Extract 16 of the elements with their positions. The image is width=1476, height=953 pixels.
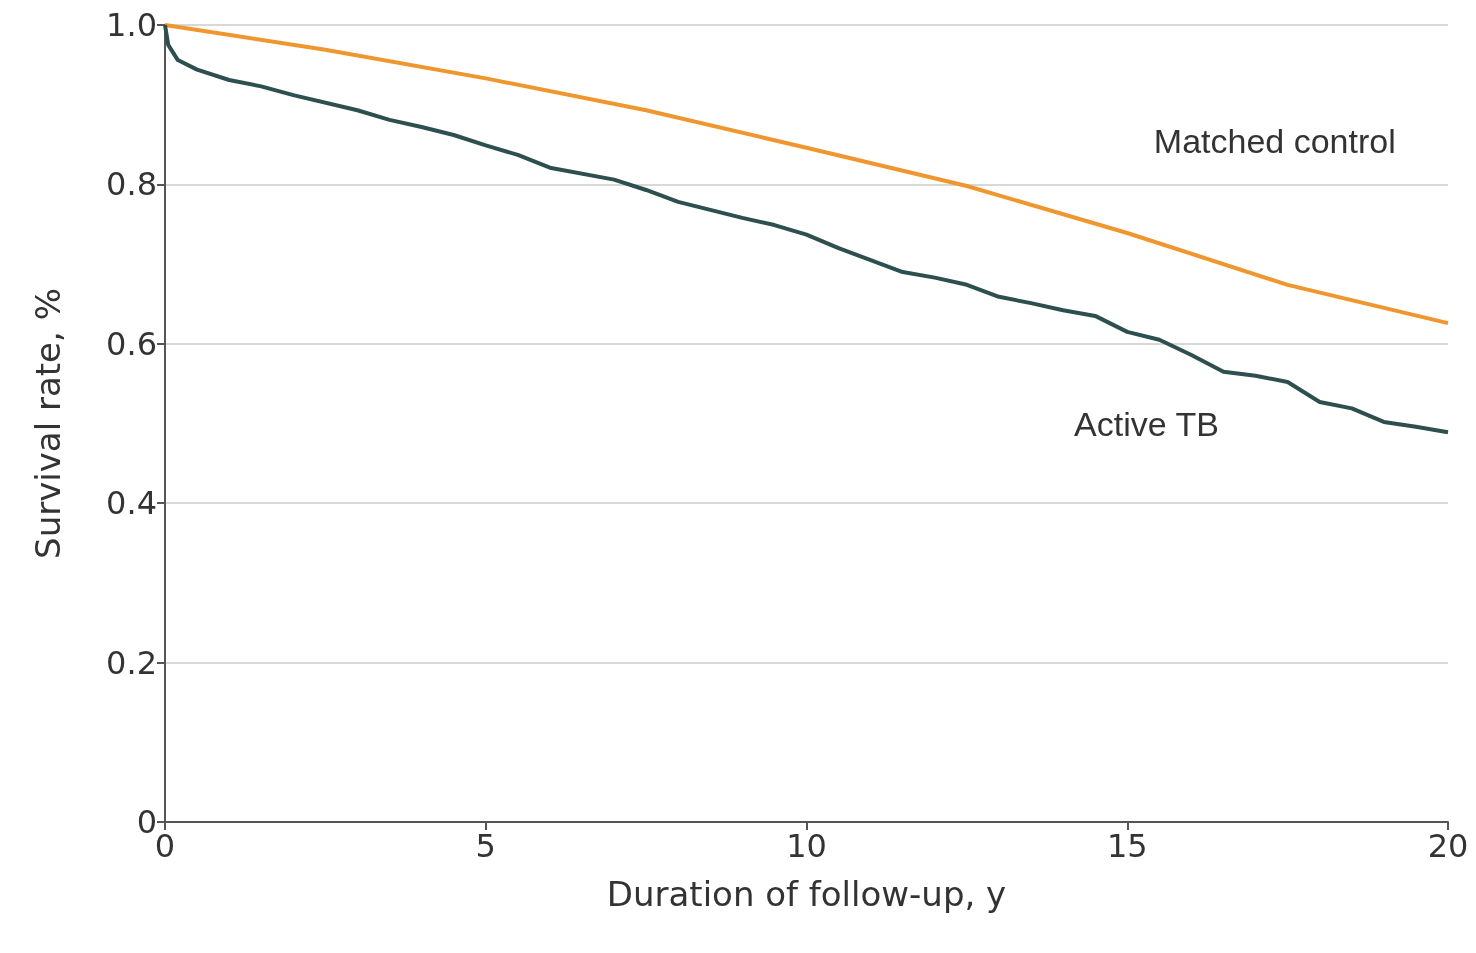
y-tick-label: 0.2 — [106, 643, 157, 682]
x-tick-label: 20 — [1427, 827, 1469, 865]
line-series — [163, 23, 1450, 435]
y-tick-label: 0.6 — [106, 324, 157, 363]
x-tick-label: 10 — [786, 827, 827, 865]
y-tick-label: 1.0 — [106, 6, 157, 44]
series-label: Active TB — [1074, 404, 1219, 443]
y-tick-label: 0.4 — [106, 484, 157, 523]
x-tick-label: 15 — [1106, 827, 1148, 865]
x-tick-label: 5 — [475, 827, 496, 865]
y-tick-label: 0 — [136, 803, 157, 841]
line-series — [163, 23, 1450, 326]
x-axis-title: Duration of follow-up, y — [606, 874, 1007, 914]
y-tick-label: 0.8 — [106, 165, 157, 204]
y-axis-title: Survival rate, % — [28, 288, 68, 559]
text: Matched control — [1153, 121, 1396, 160]
